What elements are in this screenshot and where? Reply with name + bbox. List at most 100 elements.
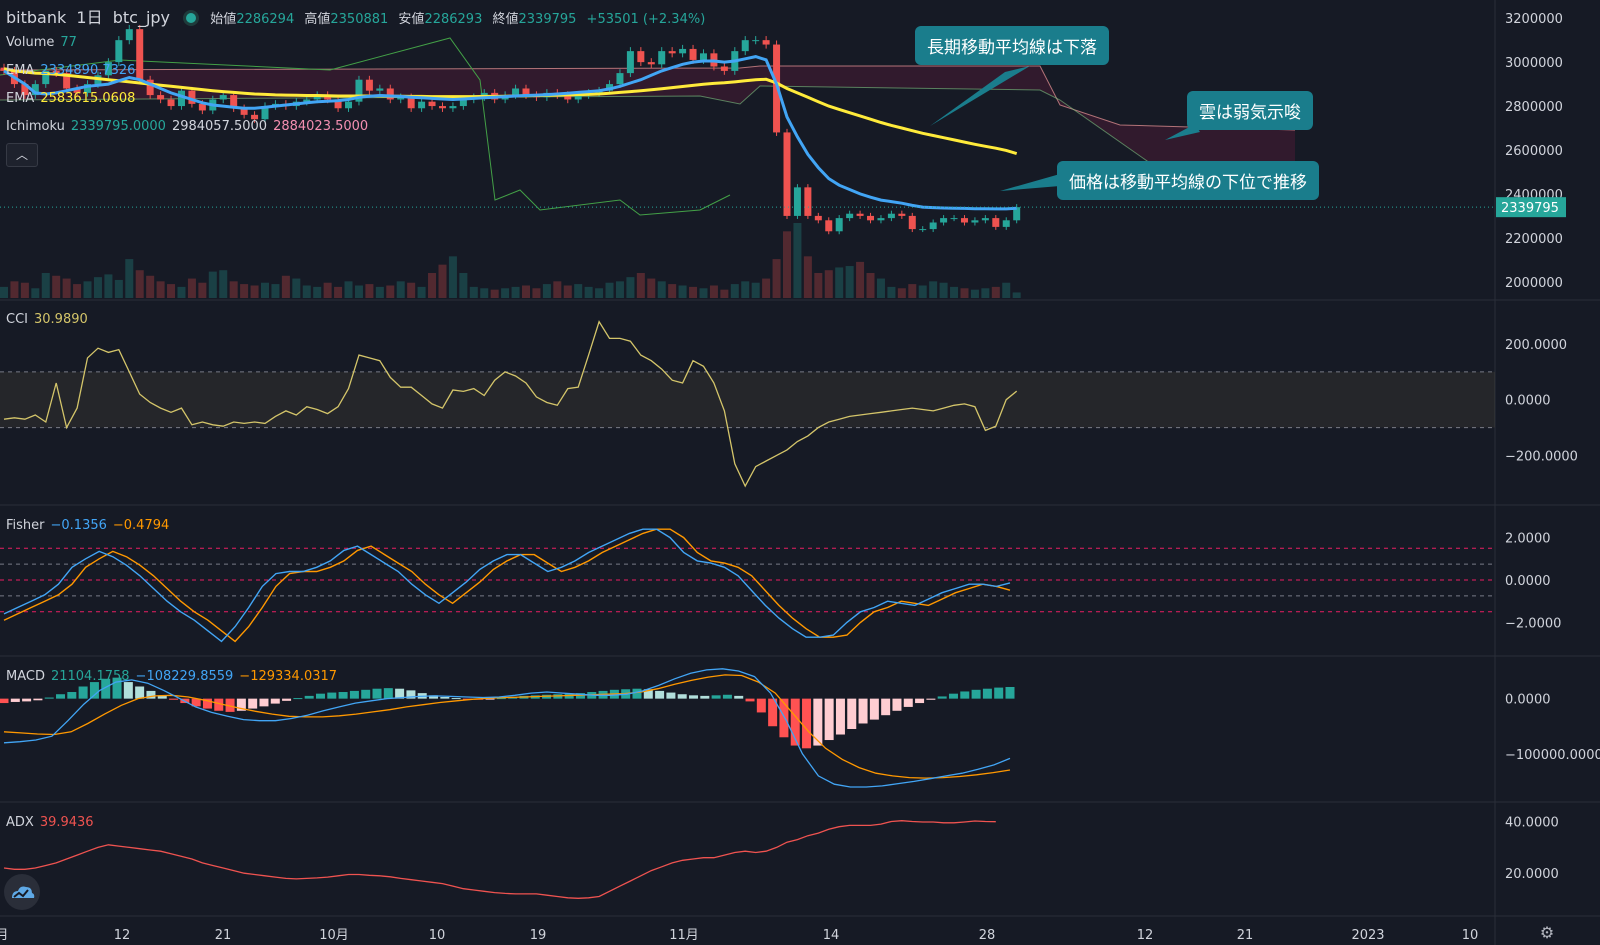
legend-ichimoku[interactable]: Ichimoku 2339795.0000 2984057.5000 2884023.… [6,119,374,134]
volume-bar [177,286,186,298]
interval-label[interactable]: 1日 [76,8,103,27]
macd-histogram-bar [847,698,857,729]
high-value: 2350881 [330,12,389,27]
legend-cci[interactable]: CCI 30.9890 [6,312,94,327]
volume-bar [720,289,729,298]
volume-bar [448,256,457,298]
legend-volume[interactable]: Volume 77 [6,35,83,50]
macd-histogram-bar [259,698,269,707]
legend-ema-short[interactable]: EMA 2334890.7326 [6,63,141,78]
legend-volume-value: 77 [60,35,77,50]
volume-bar [302,285,311,298]
macd-histogram-bar [564,693,574,699]
macd-tick-label: 0.0000 [1505,693,1551,708]
price-axis[interactable]: 3200000300000028000002600000240000022000… [0,12,1600,882]
market-status-icon [186,13,197,23]
adx-pane [3,820,996,899]
legend-ichimoku-name: Ichimoku [6,119,65,134]
legend-ichimoku-v1: 2339795.0000 [70,119,166,134]
macd-histogram-bar [338,692,348,699]
macd-histogram-bar [813,698,823,746]
volume-bar [73,284,82,298]
symbol-name[interactable]: btc_jpy [112,8,171,27]
time-axis[interactable]: 月 12 21 10月 10 19 11月 14 28 12 21 2023 10 [0,928,1478,943]
macd-signal-line [3,674,1011,779]
candle-body [856,213,864,216]
macd-histogram-bar [666,692,676,699]
macd-histogram-bar [202,698,212,709]
ichimoku-span-b [0,65,1296,131]
candle-body [219,95,227,100]
macd-histogram-bar [429,695,439,699]
tradingview-logo[interactable] [4,874,40,910]
volume-bar [835,267,844,298]
macd-histogram-bar [881,698,891,716]
candle-body [438,106,446,109]
volume-bar [240,284,249,298]
time-tick-label: 10月 [319,928,349,943]
candle-body [52,70,60,74]
settings-gear-icon[interactable]: ⚙ [1539,923,1555,942]
collapse-legend-button[interactable]: ︿ [6,143,38,167]
macd-pane [0,668,1015,788]
volume-bar [375,286,384,298]
macd-tick-label: −100000.0000 [1505,748,1600,763]
volume-bar [595,288,604,298]
legend-ema-long[interactable]: EMA 2583615.0608 [6,91,141,106]
fisher-line [3,528,1011,643]
volume-bar [783,231,791,298]
volume-bar [83,281,92,298]
candle-body [230,95,238,109]
macd-histogram-bar [575,693,585,699]
volume-bar [856,261,865,298]
volume-bar [730,284,739,298]
candle-body [449,106,457,109]
macd-histogram-bar [406,690,416,699]
candle-body [104,62,112,76]
macd-histogram-bar [67,692,77,699]
volume-bar [167,284,176,298]
volume-bar [490,289,499,298]
macd-histogram-bar [496,698,506,700]
candle-body [167,99,175,107]
volume-bar [981,288,990,298]
macd-histogram-bar [395,688,405,699]
volume-bar [0,286,8,298]
legend-fisher[interactable]: Fisher −0.1356 −0.4794 [6,518,175,533]
candle-body [846,213,854,219]
candle-body [898,213,906,216]
ema-short-line [3,55,1017,211]
macd-histogram-bar [971,689,981,699]
candle-body [42,70,50,85]
candle-body [240,108,248,115]
macd-histogram-bar [756,698,766,713]
high-label: 高値 [304,12,331,27]
macd-histogram-bar [214,698,224,711]
legend-adx[interactable]: ADX 39.9436 [6,815,100,830]
callout-cloud[interactable]: 雲は弱気示唆 [1187,91,1313,130]
ichimoku-cloud [0,37,1296,216]
callout-price[interactable]: 価格は移動平均線の下位で推移 [1057,161,1319,200]
fisher-pane [0,528,1495,643]
volume-bar [678,285,687,298]
legend-macd[interactable]: MACD 21104.1758 −108229.8559 −129334.0317 [6,669,343,684]
volume-bar [480,288,489,298]
candle-body [887,213,895,219]
volume-bar [845,266,854,298]
legend-ema1-name: EMA [6,63,35,78]
time-tick-label: 月 [0,928,9,943]
volume-bar [918,285,927,298]
exchange-name[interactable]: bitbank [6,8,67,27]
callout-long-ema[interactable]: 長期移動平均線は下落 [915,26,1109,65]
chevron-up-icon: ︿ [15,148,28,162]
macd-histogram-bar [56,694,66,699]
volume-bar [605,282,614,298]
candle-body [459,99,467,107]
volume-bar [814,273,823,298]
volume-bar [803,256,812,298]
macd-histogram-bar [960,691,970,699]
volume-bar [762,278,771,298]
candle-body [804,187,812,216]
volume-bar [271,284,280,298]
